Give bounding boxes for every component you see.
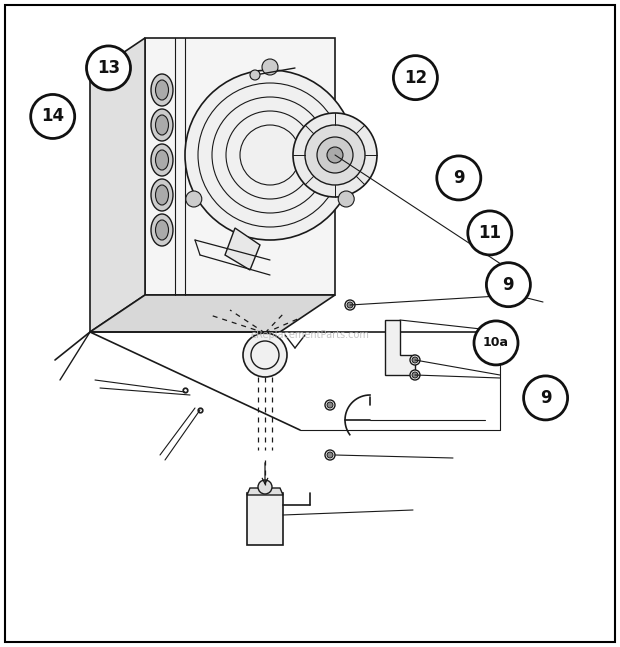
Circle shape xyxy=(347,302,353,308)
Circle shape xyxy=(437,156,480,200)
Circle shape xyxy=(412,357,418,363)
Circle shape xyxy=(250,70,260,80)
Circle shape xyxy=(186,191,202,207)
Circle shape xyxy=(468,211,512,255)
Ellipse shape xyxy=(156,80,169,100)
Circle shape xyxy=(345,300,355,310)
Ellipse shape xyxy=(151,179,173,211)
Ellipse shape xyxy=(151,214,173,246)
Circle shape xyxy=(327,402,333,408)
Ellipse shape xyxy=(151,144,173,176)
Circle shape xyxy=(412,372,418,378)
Text: 9: 9 xyxy=(503,276,514,294)
Ellipse shape xyxy=(156,185,169,205)
Ellipse shape xyxy=(156,220,169,240)
Polygon shape xyxy=(90,295,335,332)
Circle shape xyxy=(31,94,74,138)
Polygon shape xyxy=(247,488,283,495)
Text: eReplacementParts.com: eReplacementParts.com xyxy=(250,330,370,340)
Circle shape xyxy=(325,400,335,410)
Circle shape xyxy=(243,333,287,377)
Ellipse shape xyxy=(156,115,169,135)
Circle shape xyxy=(258,480,272,494)
Circle shape xyxy=(305,125,365,185)
Circle shape xyxy=(87,46,130,90)
Ellipse shape xyxy=(151,74,173,106)
Ellipse shape xyxy=(156,150,169,170)
Circle shape xyxy=(327,452,333,458)
Text: 11: 11 xyxy=(478,224,502,242)
Circle shape xyxy=(410,370,420,380)
Circle shape xyxy=(262,59,278,75)
Text: 9: 9 xyxy=(453,169,464,187)
Text: 14: 14 xyxy=(41,107,64,126)
Circle shape xyxy=(327,147,343,163)
Circle shape xyxy=(524,376,567,420)
Circle shape xyxy=(293,113,377,197)
Text: 10a: 10a xyxy=(483,336,509,349)
Polygon shape xyxy=(247,493,283,545)
Polygon shape xyxy=(145,38,335,295)
Ellipse shape xyxy=(151,109,173,141)
Circle shape xyxy=(325,450,335,460)
Circle shape xyxy=(410,355,420,365)
Circle shape xyxy=(317,137,353,173)
Circle shape xyxy=(394,56,437,100)
Text: 13: 13 xyxy=(97,59,120,77)
Polygon shape xyxy=(385,320,415,375)
Circle shape xyxy=(339,191,354,207)
Text: 9: 9 xyxy=(540,389,551,407)
Polygon shape xyxy=(90,38,145,332)
Circle shape xyxy=(185,70,355,240)
Text: 12: 12 xyxy=(404,69,427,87)
Circle shape xyxy=(474,321,518,365)
Polygon shape xyxy=(225,228,260,270)
Circle shape xyxy=(487,263,530,307)
